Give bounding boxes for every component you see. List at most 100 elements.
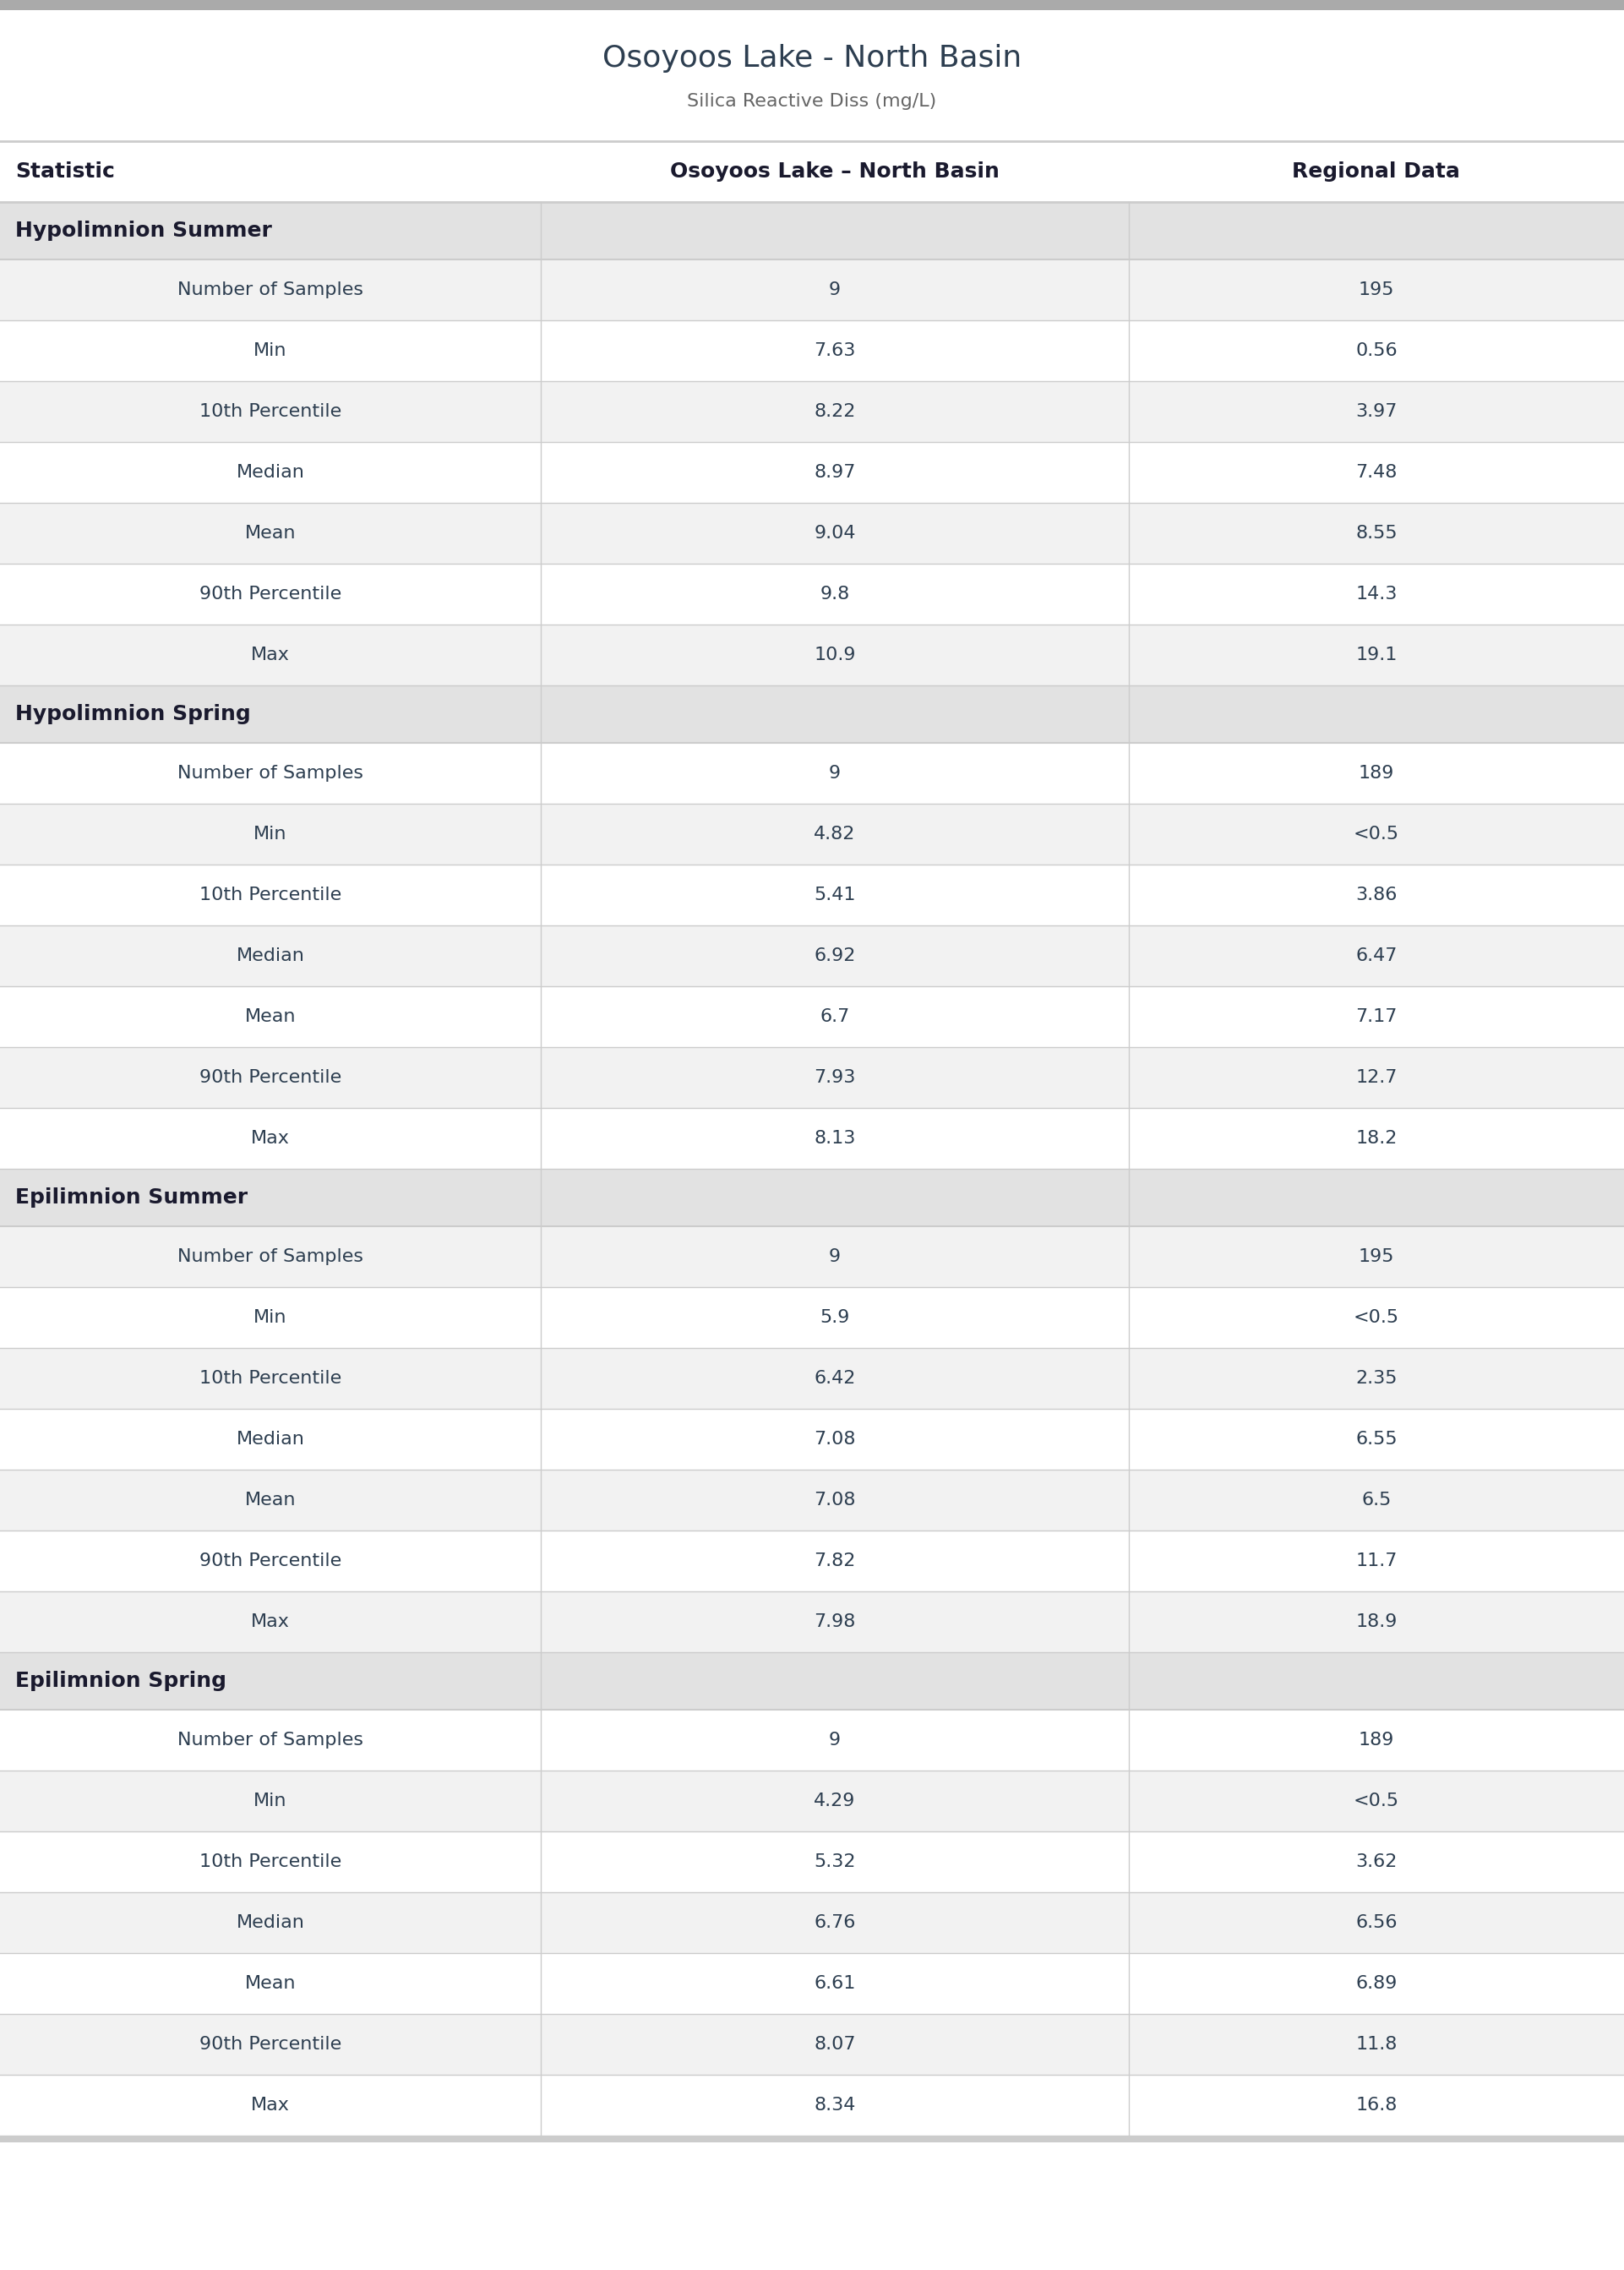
Text: 3.86: 3.86: [1356, 888, 1397, 903]
Bar: [0, 1893, 1624, 1952]
Text: 6.55: 6.55: [1356, 1430, 1397, 1448]
Text: Median: Median: [235, 1430, 305, 1448]
Text: 189: 189: [1358, 1732, 1395, 1748]
Text: 12.7: 12.7: [1356, 1069, 1397, 1085]
Bar: [0, 443, 1624, 504]
Text: 4.82: 4.82: [814, 826, 856, 842]
Bar: [0, 1108, 1624, 1169]
Text: 8.97: 8.97: [814, 463, 856, 481]
Text: Min: Min: [253, 1793, 287, 1809]
Text: Min: Min: [253, 343, 287, 359]
Text: 10.9: 10.9: [814, 647, 856, 663]
Text: 6.92: 6.92: [814, 947, 856, 965]
Text: 7.82: 7.82: [814, 1553, 856, 1569]
Text: Number of Samples: Number of Samples: [177, 1732, 364, 1748]
Text: 18.9: 18.9: [1356, 1614, 1397, 1630]
Bar: [0, 1771, 1624, 1832]
Text: 9: 9: [828, 765, 841, 781]
Text: Osoyoos Lake – North Basin: Osoyoos Lake – North Basin: [671, 161, 999, 182]
Text: 8.34: 8.34: [814, 2097, 856, 2113]
Text: 7.63: 7.63: [814, 343, 856, 359]
Text: 11.7: 11.7: [1356, 1553, 1397, 1569]
Bar: [0, 259, 1624, 320]
Bar: [0, 985, 1624, 1046]
Bar: [0, 320, 1624, 381]
Text: Regional Data: Regional Data: [1293, 161, 1460, 182]
Bar: [0, 1410, 1624, 1469]
Text: Hypolimnion Summer: Hypolimnion Summer: [15, 220, 271, 241]
Text: 19.1: 19.1: [1356, 647, 1397, 663]
Text: 9.04: 9.04: [814, 524, 856, 543]
Text: 6.89: 6.89: [1356, 1975, 1397, 1993]
Text: 189: 189: [1358, 765, 1395, 781]
Text: 10th Percentile: 10th Percentile: [200, 1369, 341, 1387]
Bar: [0, 504, 1624, 563]
Text: <0.5: <0.5: [1353, 1793, 1400, 1809]
Text: 8.13: 8.13: [814, 1130, 856, 1146]
Bar: [0, 865, 1624, 926]
Text: Osoyoos Lake - North Basin: Osoyoos Lake - North Basin: [603, 43, 1021, 73]
Text: 5.9: 5.9: [820, 1310, 849, 1326]
Text: 6.47: 6.47: [1356, 947, 1397, 965]
Bar: [0, 0, 1624, 9]
Text: 2.35: 2.35: [1356, 1369, 1397, 1387]
Text: Median: Median: [235, 1914, 305, 1932]
Text: Mean: Mean: [245, 1491, 296, 1510]
Text: 14.3: 14.3: [1356, 586, 1397, 602]
Text: 7.93: 7.93: [814, 1069, 856, 1085]
Bar: [0, 1952, 1624, 2013]
Text: 9: 9: [828, 1732, 841, 1748]
Text: Median: Median: [235, 947, 305, 965]
Text: Silica Reactive Diss (mg/L): Silica Reactive Diss (mg/L): [687, 93, 937, 111]
Text: 9: 9: [828, 1249, 841, 1264]
Bar: [0, 563, 1624, 624]
Text: 90th Percentile: 90th Percentile: [200, 586, 341, 602]
Text: 7.08: 7.08: [814, 1430, 856, 1448]
Text: Number of Samples: Number of Samples: [177, 281, 364, 297]
Text: 6.61: 6.61: [814, 1975, 856, 1993]
Text: Epilimnion Summer: Epilimnion Summer: [15, 1187, 248, 1208]
Text: 90th Percentile: 90th Percentile: [200, 2036, 341, 2052]
Text: 3.97: 3.97: [1356, 404, 1397, 420]
Text: Hypolimnion Spring: Hypolimnion Spring: [15, 704, 250, 724]
Text: 3.62: 3.62: [1356, 1852, 1397, 1870]
Text: 4.29: 4.29: [814, 1793, 856, 1809]
Bar: [0, 1653, 1624, 1709]
Text: 7.08: 7.08: [814, 1491, 856, 1510]
Text: Median: Median: [235, 463, 305, 481]
Text: Statistic: Statistic: [15, 161, 115, 182]
Text: Max: Max: [252, 647, 289, 663]
Bar: [0, 742, 1624, 804]
Text: 8.07: 8.07: [814, 2036, 856, 2052]
Bar: [0, 926, 1624, 985]
Bar: [0, 1832, 1624, 1893]
Text: 7.17: 7.17: [1356, 1008, 1397, 1026]
Text: Max: Max: [252, 1130, 289, 1146]
Text: 11.8: 11.8: [1356, 2036, 1397, 2052]
Text: Min: Min: [253, 826, 287, 842]
Bar: [0, 381, 1624, 443]
Text: Mean: Mean: [245, 1008, 296, 1026]
Text: Mean: Mean: [245, 1975, 296, 1993]
Text: 195: 195: [1358, 281, 1395, 297]
Bar: [0, 2136, 1624, 2143]
Text: 9.8: 9.8: [820, 586, 849, 602]
Text: 10th Percentile: 10th Percentile: [200, 404, 341, 420]
Text: 0.56: 0.56: [1356, 343, 1397, 359]
Bar: [0, 1348, 1624, 1410]
Bar: [0, 9, 1624, 141]
Text: 195: 195: [1358, 1249, 1395, 1264]
Bar: [0, 804, 1624, 865]
Text: 18.2: 18.2: [1356, 1130, 1397, 1146]
Bar: [0, 1530, 1624, 1591]
Bar: [0, 686, 1624, 742]
Text: 8.55: 8.55: [1356, 524, 1397, 543]
Text: 5.32: 5.32: [814, 1852, 856, 1870]
Text: Max: Max: [252, 1614, 289, 1630]
Text: 90th Percentile: 90th Percentile: [200, 1553, 341, 1569]
Bar: [0, 1591, 1624, 1653]
Text: 7.98: 7.98: [814, 1614, 856, 1630]
Bar: [0, 1169, 1624, 1226]
Bar: [0, 2075, 1624, 2136]
Bar: [0, 141, 1624, 202]
